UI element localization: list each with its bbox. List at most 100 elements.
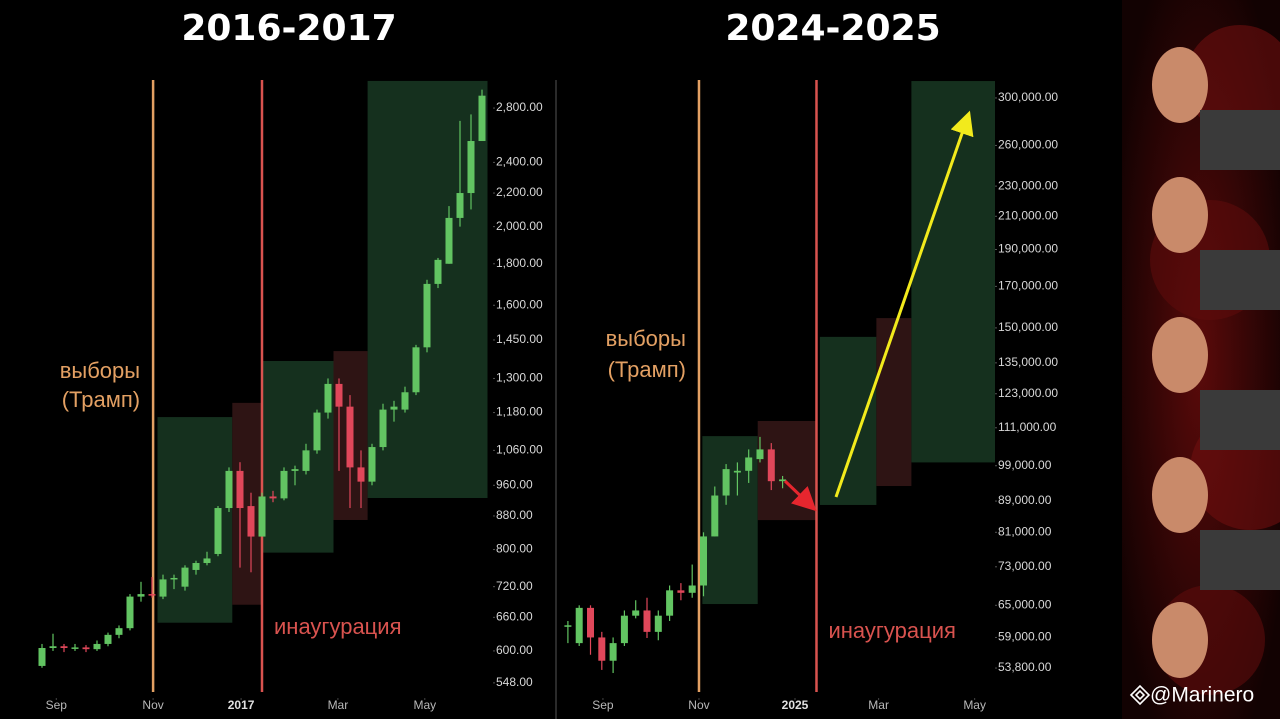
- zone: [911, 81, 995, 463]
- candle-body: [126, 596, 134, 629]
- candle-body: [71, 647, 79, 649]
- candle-body: [247, 506, 255, 537]
- x-tick-label: Nov: [688, 698, 709, 712]
- x-tick-label: May: [963, 698, 986, 712]
- candle-body: [269, 496, 277, 499]
- y-tick-label: 720.00: [496, 579, 533, 593]
- candle-body: [620, 615, 628, 644]
- event-label: выборы: [606, 326, 686, 351]
- candle-body: [699, 536, 707, 586]
- chart-panel: 2016-2017 выборы (Трамп) инаугурация 548.00 6…: [38, 8, 543, 712]
- candle-body: [711, 495, 719, 537]
- y-tick-label: 1,800.00: [496, 256, 543, 270]
- candle-body: [445, 217, 453, 264]
- y-tick-label: 1,450.00: [496, 332, 543, 346]
- candle-body: [456, 193, 464, 218]
- candle-body: [313, 412, 321, 451]
- y-tick-label: 1,180.00: [496, 405, 543, 419]
- event-label: выборы: [60, 358, 140, 383]
- y-tick-label: 89,000.00: [998, 493, 1052, 507]
- y-tick-label: 65,000.00: [998, 597, 1052, 611]
- y-tick-label: 135,000.00: [998, 355, 1058, 369]
- chart-title: 2016-2017: [181, 8, 396, 49]
- y-tick-label: 190,000.00: [998, 242, 1058, 256]
- y-tick-label: 2,200.00: [496, 185, 543, 199]
- y-tick-label: 660.00: [496, 610, 533, 624]
- candle-body: [357, 467, 365, 482]
- candle-body: [49, 646, 57, 648]
- event-label: (Трамп): [608, 357, 686, 382]
- y-tick-label: 230,000.00: [998, 178, 1058, 192]
- x-tick-label: Nov: [142, 698, 163, 712]
- candle-body: [302, 450, 310, 471]
- candle-body: [564, 625, 572, 627]
- zone: [262, 360, 334, 553]
- candle-body: [379, 409, 387, 448]
- side-image-figures: [1150, 25, 1280, 695]
- y-tick-label: 548.00: [496, 675, 533, 689]
- y-tick-label: 81,000.00: [998, 524, 1052, 538]
- y-tick-label: 150,000.00: [998, 320, 1058, 334]
- event-label: инаугурация: [274, 614, 401, 639]
- watermark-icon: [1129, 684, 1151, 706]
- x-tick-label: Mar: [868, 698, 889, 712]
- x-tick-label: May: [413, 698, 436, 712]
- candle-body: [688, 585, 696, 593]
- candle-body: [609, 643, 617, 661]
- candle-body: [170, 577, 178, 580]
- candle-body: [104, 634, 112, 644]
- zone: [757, 420, 817, 521]
- candle-body: [280, 470, 288, 499]
- candle-body: [214, 508, 222, 554]
- y-tick-label: 2,000.00: [496, 219, 543, 233]
- candle-body: [423, 283, 431, 348]
- candle-body: [733, 470, 741, 473]
- y-tick-label: 73,000.00: [998, 559, 1052, 573]
- candle-body: [467, 141, 475, 194]
- chart-panel: 2024-2025 выборы (Трамп) инаугурация 53,800.…: [564, 8, 1058, 712]
- candle-body: [654, 615, 662, 632]
- candle-body: [666, 590, 674, 616]
- candle-body: [767, 449, 775, 482]
- y-tick-label: 1,600.00: [496, 297, 543, 311]
- candle-body: [258, 496, 266, 537]
- candle-body: [38, 647, 46, 666]
- candle-body: [192, 563, 200, 570]
- y-tick-label: 123,000.00: [998, 386, 1058, 400]
- candle-body: [434, 259, 442, 284]
- y-tick-label: 1,300.00: [496, 371, 543, 385]
- candle-body: [236, 470, 244, 509]
- up-arrow: [834, 110, 974, 498]
- candle-body: [756, 449, 764, 460]
- y-tick-label: 53,800.00: [998, 660, 1052, 674]
- zone: [819, 336, 877, 505]
- y-tick-label: 210,000.00: [998, 208, 1058, 222]
- y-tick-label: 600.00: [496, 643, 533, 657]
- y-tick-label: 1,060.00: [496, 443, 543, 457]
- x-tick-label: 2025: [782, 698, 809, 712]
- watermark: @Marinero: [1150, 684, 1254, 707]
- candle-body: [587, 607, 595, 638]
- y-tick-label: 300,000.00: [998, 90, 1058, 104]
- candle-body: [225, 470, 233, 509]
- candle-body: [745, 457, 753, 471]
- y-tick-label: 2,400.00: [496, 155, 543, 169]
- candle-body: [137, 594, 145, 597]
- candle-body: [598, 637, 606, 661]
- candle-body: [677, 590, 685, 593]
- candle-body: [643, 610, 651, 632]
- candle-body: [291, 469, 299, 471]
- y-tick-label: 260,000.00: [998, 138, 1058, 152]
- plots: 2016-2017 выборы (Трамп) инаугурация 548.00 6…: [38, 8, 1058, 712]
- candle-body: [401, 392, 409, 410]
- x-tick-label: Mar: [328, 698, 349, 712]
- candle-body: [159, 579, 167, 597]
- candle-body: [115, 628, 123, 635]
- candle-body: [203, 558, 211, 564]
- candle-body: [346, 406, 354, 468]
- candle-body: [575, 607, 583, 644]
- y-tick-label: 99,000.00: [998, 458, 1052, 472]
- x-tick-label: Sep: [592, 698, 614, 712]
- event-label: (Трамп): [62, 387, 140, 412]
